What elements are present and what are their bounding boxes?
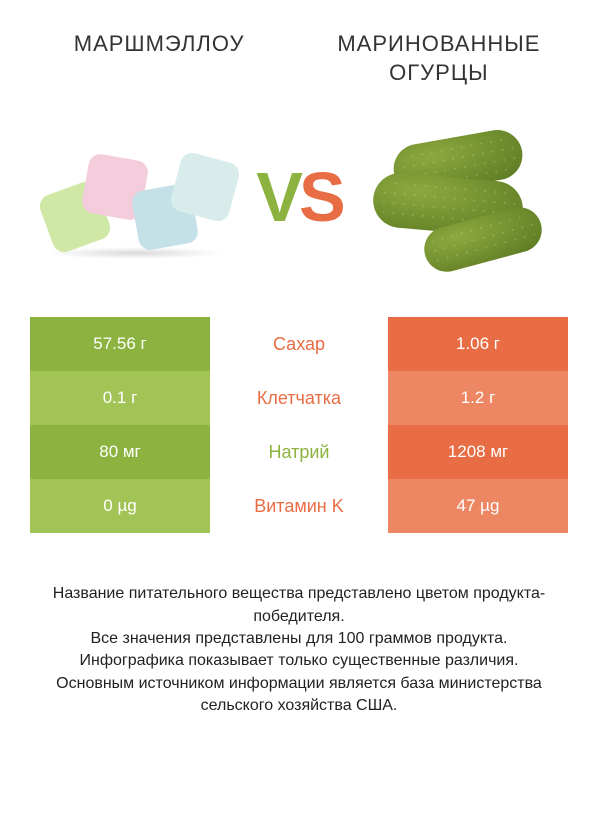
footer-line: Название питательного вещества представл… — [30, 583, 568, 628]
cell-left: 0 µg — [30, 479, 210, 533]
title-right: МАРИНОВАННЫЕ ОГУРЦЫ — [310, 30, 568, 87]
footer-notes: Название питательного вещества представл… — [0, 533, 598, 737]
cell-left: 80 мг — [30, 425, 210, 479]
cell-label: Клетчатка — [216, 371, 382, 425]
cell-right: 1.2 г — [388, 371, 568, 425]
vs-s: S — [299, 158, 342, 236]
cell-label: Сахар — [216, 317, 382, 371]
comparison-table: 57.56 г Сахар 1.06 г 0.1 г Клетчатка 1.2… — [0, 317, 598, 533]
cell-label: Натрий — [216, 425, 382, 479]
image-pickles — [358, 107, 568, 287]
footer-line: Основным источником информации является … — [30, 673, 568, 718]
title-left: МАРШМЭЛЛОУ — [30, 30, 288, 87]
vs-label: VS — [256, 157, 341, 237]
footer-line: Инфографика показывает только существенн… — [30, 650, 568, 672]
cell-left: 0.1 г — [30, 371, 210, 425]
cell-right: 1208 мг — [388, 425, 568, 479]
image-marshmallow — [30, 107, 240, 287]
cell-right: 1.06 г — [388, 317, 568, 371]
cell-label: Витамин K — [216, 479, 382, 533]
vs-v: V — [256, 158, 299, 236]
cell-left: 57.56 г — [30, 317, 210, 371]
cell-right: 47 µg — [388, 479, 568, 533]
footer-line: Все значения представлены для 100 граммо… — [30, 628, 568, 650]
